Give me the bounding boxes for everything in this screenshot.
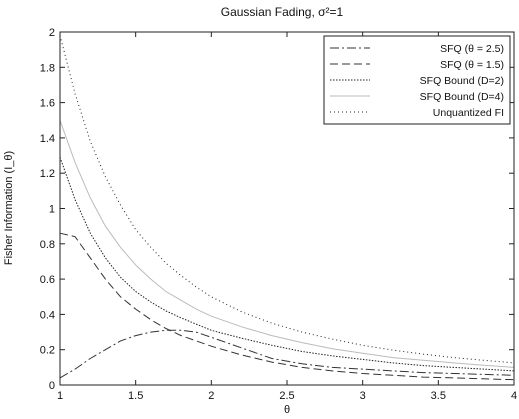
legend-entry: SFQ (θ = 2.5)	[440, 43, 504, 55]
series-line-2	[59, 232, 515, 381]
legend-entry: Unquantized FI	[433, 107, 504, 119]
y-tick-label: 0.6	[40, 274, 55, 286]
y-tick-label: 1.8	[40, 62, 55, 74]
y-tick-label: 1.4	[40, 133, 55, 145]
y-axis-label: Fisher Information (I_θ)	[3, 151, 15, 265]
series-line-4	[59, 120, 515, 368]
y-tick-label: 1.2	[40, 168, 55, 180]
y-tick-label: 1	[49, 204, 55, 216]
x-tick-label: 2.5	[279, 390, 294, 402]
x-tick-label: 2	[208, 390, 214, 402]
legend-entry: SFQ Bound (D=4)	[420, 91, 504, 103]
y-tick-label: 1.6	[40, 98, 55, 110]
legend-entry: SFQ Bound (D=2)	[420, 75, 504, 87]
series-line-1	[59, 329, 515, 379]
x-tick-label: 1.5	[128, 390, 143, 402]
y-tick-label: 0.4	[40, 309, 55, 321]
x-tick-label: 4	[511, 390, 517, 402]
x-tick-label: 3	[360, 390, 366, 402]
x-axis-label: θ	[284, 404, 290, 416]
x-tick-label: 1	[57, 390, 63, 402]
chart-title: Gaussian Fading, σ²=1	[221, 5, 344, 19]
legend: SFQ (θ = 2.5) SFQ (θ = 1.5) SFQ Bound (D=2…	[323, 35, 511, 125]
y-tick-label: 0.8	[40, 239, 55, 251]
legend-entry: SFQ (θ = 1.5)	[440, 59, 504, 71]
y-tick-label: 0.2	[40, 345, 55, 357]
series-line-3	[59, 157, 515, 372]
x-tick-label: 3.5	[431, 390, 446, 402]
y-tick-label: 0	[49, 380, 55, 392]
y-tick-label: 2	[49, 27, 55, 39]
plot-area-frame	[59, 31, 515, 386]
